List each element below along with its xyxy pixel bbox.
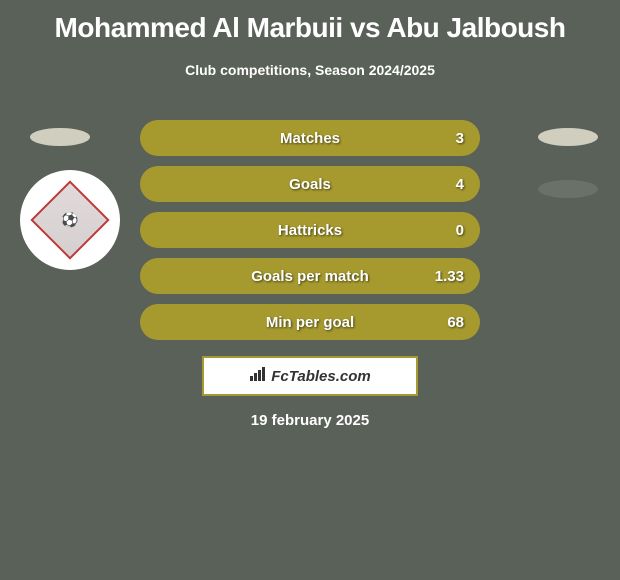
stat-row: Min per goal 68 bbox=[140, 304, 480, 340]
stat-label: Min per goal bbox=[266, 314, 354, 331]
stat-row: Hattricks 0 bbox=[140, 212, 480, 248]
date-label: 19 february 2025 bbox=[0, 412, 620, 429]
stat-value: 0 bbox=[452, 222, 464, 239]
stat-row: Matches 3 bbox=[140, 120, 480, 156]
page-title: Mohammed Al Marbuii vs Abu Jalboush bbox=[0, 0, 620, 44]
chart-icon bbox=[249, 367, 267, 385]
stat-value: 4 bbox=[452, 176, 464, 193]
left-decor-ellipse bbox=[30, 128, 90, 146]
brand-label: FcTables.com bbox=[271, 368, 370, 385]
stat-row: Goals 4 bbox=[140, 166, 480, 202]
stat-label: Goals per match bbox=[251, 268, 369, 285]
stat-value: 68 bbox=[443, 314, 464, 331]
stat-value: 1.33 bbox=[431, 268, 464, 285]
brand-badge: FcTables.com bbox=[202, 356, 418, 396]
right-decor-ellipse-1 bbox=[538, 128, 598, 146]
club-logo: ⚽ bbox=[20, 170, 120, 270]
stats-panel: Matches 3 Goals 4 Hattricks 0 Goals per … bbox=[140, 120, 480, 350]
stat-label: Hattricks bbox=[278, 222, 342, 239]
stat-value: 3 bbox=[452, 130, 464, 147]
logo-inner-icon: ⚽ bbox=[61, 212, 78, 229]
logo-diamond-icon: ⚽ bbox=[30, 180, 109, 259]
right-decor-ellipse-2 bbox=[538, 180, 598, 198]
subtitle: Club competitions, Season 2024/2025 bbox=[0, 62, 620, 78]
stat-label: Goals bbox=[289, 176, 331, 193]
stat-row: Goals per match 1.33 bbox=[140, 258, 480, 294]
stat-label: Matches bbox=[280, 130, 340, 147]
